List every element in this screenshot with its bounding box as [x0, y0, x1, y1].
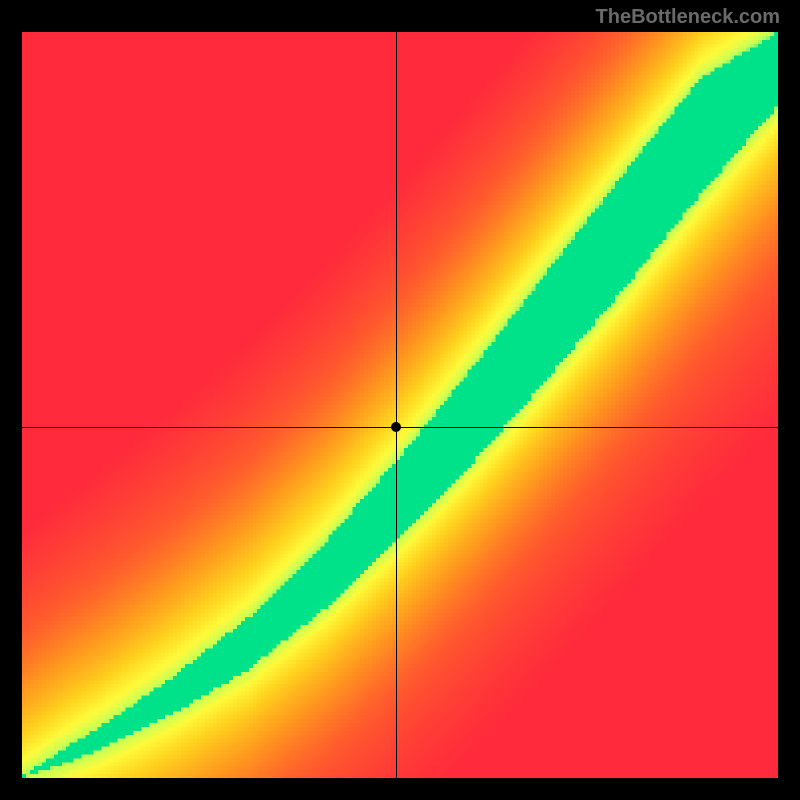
crosshair-vertical — [396, 32, 397, 778]
watermark-text: TheBottleneck.com — [596, 6, 780, 29]
selection-marker — [391, 422, 401, 432]
heatmap-plot-area — [22, 32, 778, 778]
heatmap-canvas — [22, 32, 778, 778]
watermark-label: TheBottleneck.com — [596, 6, 780, 28]
chart-frame: TheBottleneck.com — [0, 0, 800, 800]
